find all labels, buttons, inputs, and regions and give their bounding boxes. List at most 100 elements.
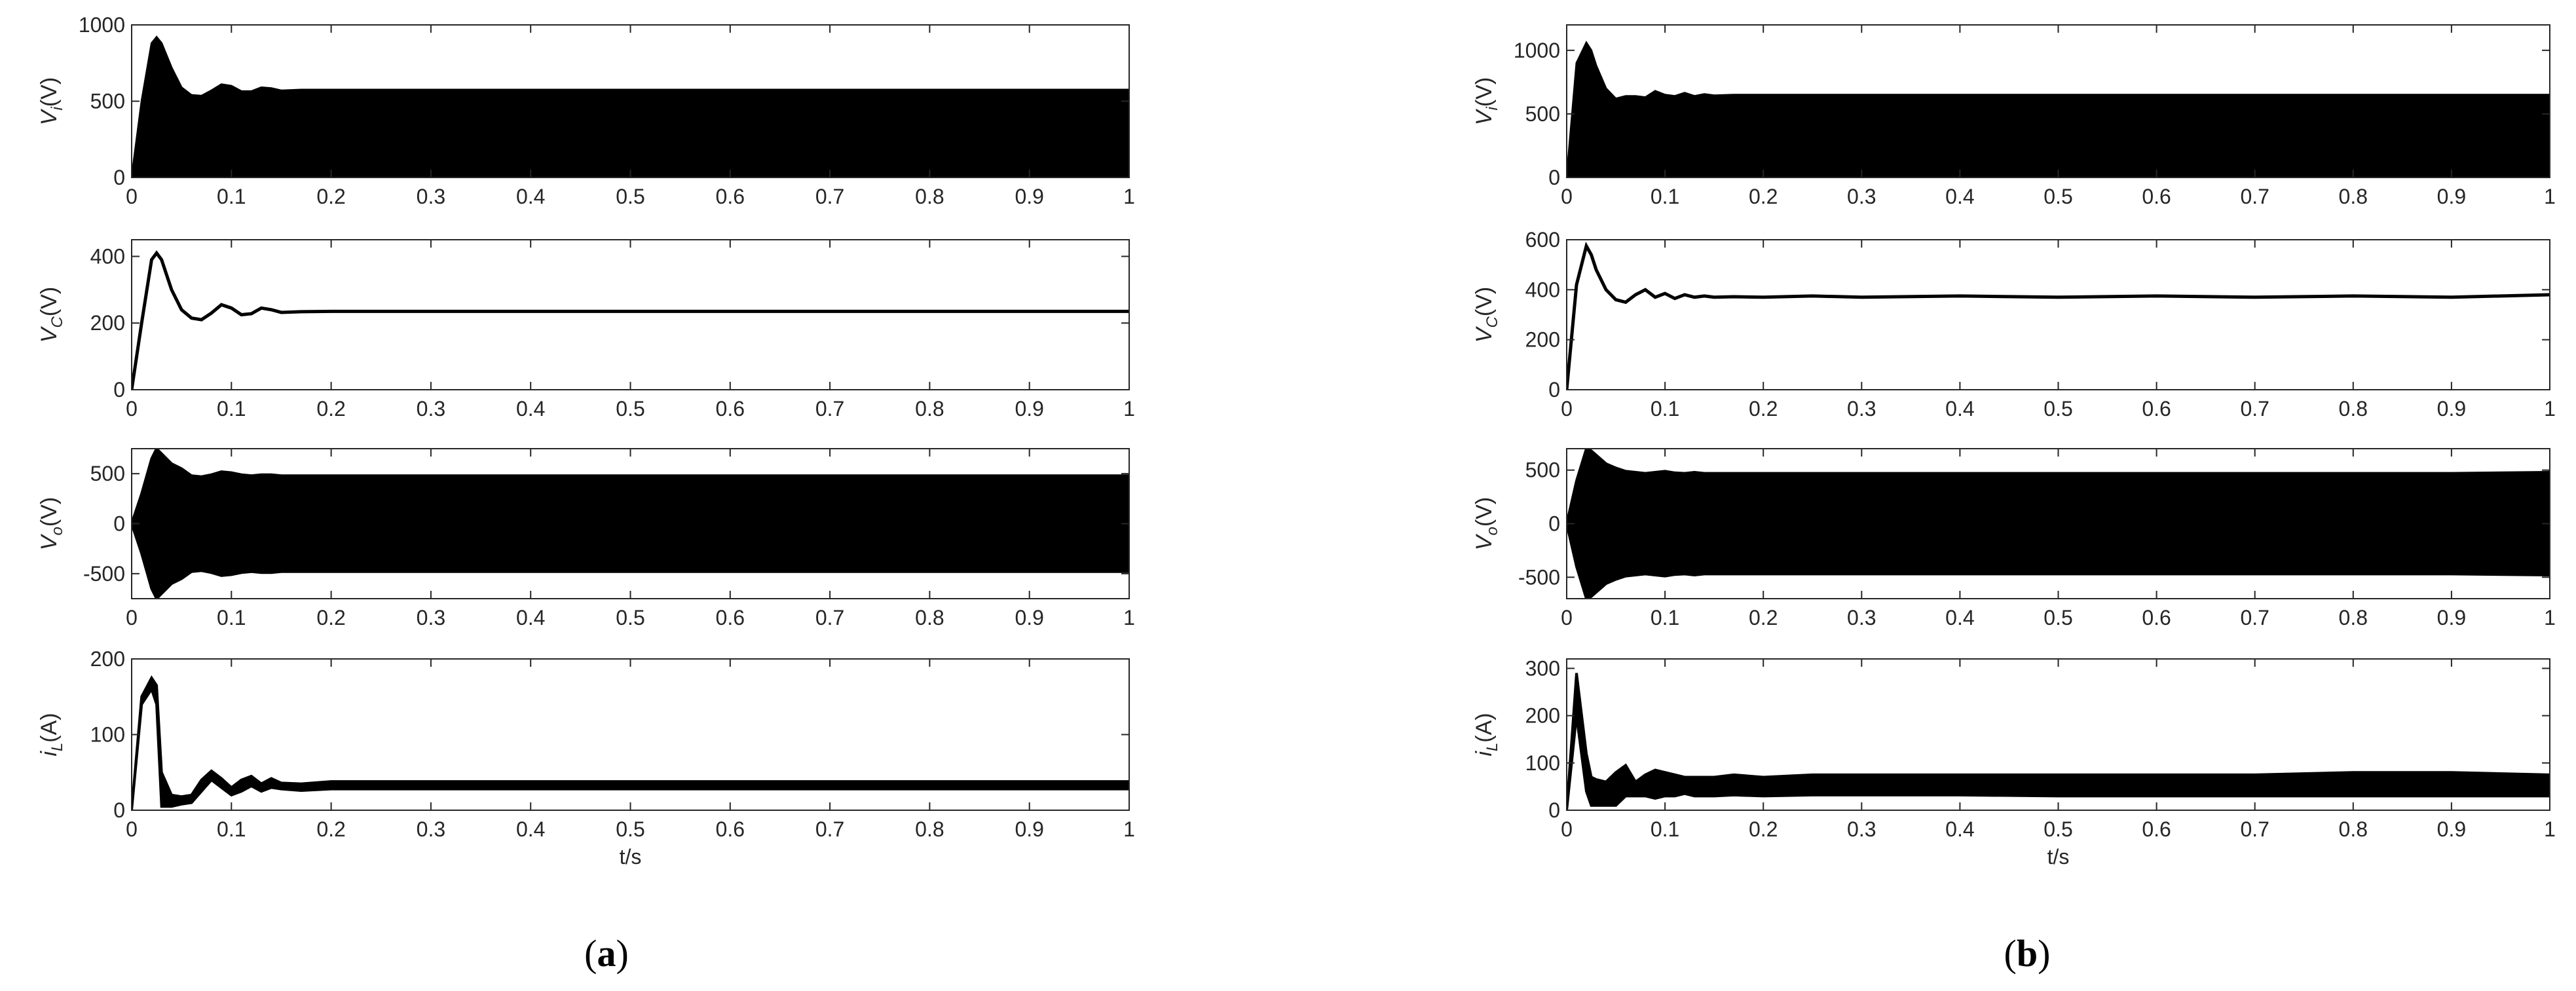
plot-area [132, 449, 1129, 599]
y-tick-label: 200 [90, 647, 125, 671]
x-tick-label: 0.5 [2044, 185, 2072, 208]
x-tick-label: 0.5 [616, 606, 644, 629]
x-tick-label: 0.7 [2240, 817, 2269, 841]
y-tick-label: 0 [1548, 166, 1560, 189]
x-tick-label: 0.1 [217, 817, 246, 841]
y-tick-label: 400 [1525, 278, 1560, 301]
x-tick-label: 0.8 [915, 397, 944, 421]
y-tick-label: 0 [113, 378, 125, 402]
x-tick-label: 0.6 [716, 817, 745, 841]
y-label-subscript: L [48, 743, 66, 751]
x-tick-label: 0.6 [2142, 606, 2171, 629]
y-tick-label: 500 [90, 462, 125, 485]
x-tick-label: 0.9 [1015, 397, 1043, 421]
y-axis-label: Vo(V) [1472, 497, 1501, 550]
x-tick-label: 0.4 [1945, 397, 1974, 421]
area [1567, 41, 2550, 178]
y-axis-label: Vo(V) [37, 497, 66, 550]
area [132, 35, 1129, 178]
y-label-unit: (V) [37, 497, 62, 527]
line [132, 250, 1129, 390]
plot-area [1567, 241, 2550, 390]
y-tick-label: 500 [1525, 458, 1560, 482]
subplot: 0 0.1 0.2 0.3 0.4 0.5 0.6 0.7 0.8 0.9 1 0 100 200 iL(A… [37, 647, 1135, 869]
x-tick-label: 0.8 [2339, 817, 2368, 841]
y-label-subscript: i [48, 106, 66, 110]
x-tick-label: 0 [126, 817, 138, 841]
x-tick-label: 1 [2544, 185, 2556, 208]
line [1567, 241, 2550, 390]
x-tick-label: 0 [126, 397, 138, 421]
x-tick-label: 0.6 [716, 185, 745, 208]
y-tick-label: 400 [90, 244, 125, 268]
x-tick-label: 0.6 [716, 606, 745, 629]
x-tick-label: 0.6 [2142, 397, 2171, 421]
x-tick-label: 0.3 [1847, 817, 1876, 841]
plot-area [1567, 673, 2550, 810]
x-tick-label: 0.4 [516, 817, 545, 841]
subplot: 0 0.1 0.2 0.3 0.4 0.5 0.6 0.7 0.8 0.9 1 0 500 1000 Vi(… [37, 13, 1135, 208]
x-tick-label: 0.5 [616, 817, 644, 841]
x-tick-label: 0.1 [1651, 185, 1679, 208]
band [132, 675, 1129, 810]
x-tick-label: 0.1 [1651, 606, 1679, 629]
x-tick-label: 0.7 [2240, 606, 2269, 629]
x-tick-label: 0 [1561, 817, 1573, 841]
y-tick-label: 200 [1525, 328, 1560, 352]
y-tick-label: 200 [1525, 704, 1560, 728]
y-label-subscript: L [1484, 743, 1501, 751]
x-tick-label: 0.5 [2044, 606, 2072, 629]
subplot: 0 0.1 0.2 0.3 0.4 0.5 0.6 0.7 0.8 0.9 1 0 500 1000 Vi(… [1472, 24, 2556, 208]
x-tick-label: 0.8 [915, 185, 944, 208]
y-axis-label: iL(A) [37, 713, 66, 756]
y-label-symbol: V [37, 326, 62, 343]
panel-label-part: a [597, 932, 616, 975]
y-label-symbol: V [1472, 108, 1497, 125]
y-label-unit: (V) [1472, 497, 1497, 527]
x-tick-label: 0 [1561, 606, 1573, 629]
x-tick-label: 0.1 [217, 397, 246, 421]
y-tick-label: -500 [1518, 565, 1560, 589]
x-tick-label: 0.3 [1847, 397, 1876, 421]
x-tick-label: 0 [1561, 185, 1573, 208]
y-label-unit: (V) [37, 77, 62, 107]
x-tick-label: 0.9 [1015, 817, 1043, 841]
x-tick-label: 1 [1123, 817, 1135, 841]
x-tick-label: 0.9 [1015, 185, 1043, 208]
band [1567, 673, 2550, 810]
axes-box [131, 239, 1130, 390]
x-tick-label: 0.7 [815, 397, 844, 421]
y-tick-label: 500 [1525, 102, 1560, 126]
x-tick-label: 0.6 [2142, 817, 2171, 841]
x-tick-label: 0.5 [616, 397, 644, 421]
x-tick-label: 0 [126, 606, 138, 629]
band [132, 449, 1129, 599]
x-tick-label: 0.2 [1749, 606, 1778, 629]
x-tick-label: 0.7 [815, 185, 844, 208]
x-tick-label: 1 [2544, 817, 2556, 841]
y-tick-label: 0 [1548, 512, 1560, 536]
x-tick-label: 0.8 [2339, 397, 2368, 421]
y-label-unit: (V) [1472, 287, 1497, 316]
y-tick-label: 0 [113, 798, 125, 822]
panel-label-part: ) [2038, 932, 2050, 975]
x-tick-label: 0.6 [2142, 185, 2171, 208]
plot-area [132, 250, 1129, 390]
y-axis-label: VC(V) [1472, 287, 1501, 343]
y-label-unit: (A) [37, 713, 62, 742]
x-tick-label: 0.7 [815, 817, 844, 841]
x-tick-label: 0.2 [1749, 397, 1778, 421]
y-tick-label: 500 [90, 90, 125, 113]
x-tick-label: 0.2 [316, 817, 345, 841]
y-label-subscript: C [48, 316, 66, 327]
y-label-symbol: V [1472, 326, 1497, 343]
panel-label: (a) [584, 932, 629, 975]
x-tick-label: 0.1 [217, 185, 246, 208]
y-label-symbol: i [37, 751, 62, 757]
x-tick-label: 0.3 [417, 397, 445, 421]
x-tick-label: 0.4 [1945, 817, 1974, 841]
panel-label-part: ( [2004, 932, 2017, 975]
x-tick-label: 0.2 [1749, 817, 1778, 841]
x-tick-label: 0.7 [2240, 397, 2269, 421]
